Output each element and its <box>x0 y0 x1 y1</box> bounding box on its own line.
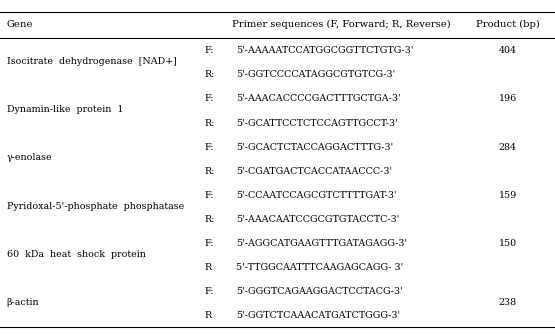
Text: 5'-CGATGACTCACCATAACCC-3': 5'-CGATGACTCACCATAACCC-3' <box>236 167 392 176</box>
Text: Product (bp): Product (bp) <box>476 20 540 29</box>
Text: 284: 284 <box>499 143 517 152</box>
Text: 5'-GCATTCCTCTCCAGTTGCCT-3': 5'-GCATTCCTCTCCAGTTGCCT-3' <box>236 119 397 128</box>
Text: 5'-TTGGCAATTTCAAGAGCAGG- 3': 5'-TTGGCAATTTCAAGAGCAGG- 3' <box>236 263 403 272</box>
Text: F:: F: <box>204 287 214 296</box>
Text: 5'-AGGCATGAAGTTTGATAGAGG-3': 5'-AGGCATGAAGTTTGATAGAGG-3' <box>236 239 407 248</box>
Text: R: R <box>204 263 211 272</box>
Text: β-actin: β-actin <box>7 298 39 307</box>
Text: R: R <box>204 311 211 320</box>
Text: 5'-GGTCCCCATAGGCGTGTCG-3': 5'-GGTCCCCATAGGCGTGTCG-3' <box>236 70 395 79</box>
Text: 238: 238 <box>499 298 517 307</box>
Text: F:: F: <box>204 239 214 248</box>
Text: 5'-GGGTCAGAAGGACTCCTACG-3': 5'-GGGTCAGAAGGACTCCTACG-3' <box>236 287 402 296</box>
Text: F:: F: <box>204 94 214 104</box>
Text: R:: R: <box>204 215 215 224</box>
Text: 5'-CCAATCCAGCGTCTTTTGAT-3': 5'-CCAATCCAGCGTCTTTTGAT-3' <box>236 191 396 200</box>
Text: 150: 150 <box>499 239 517 248</box>
Text: R:: R: <box>204 119 215 128</box>
Text: Isocitrate  dehydrogenase  [NAD+]: Isocitrate dehydrogenase [NAD+] <box>7 57 176 66</box>
Text: F:: F: <box>204 191 214 200</box>
Text: R:: R: <box>204 70 215 79</box>
Text: Primer sequences (F, Forward; R, Reverse): Primer sequences (F, Forward; R, Reverse… <box>232 20 451 29</box>
Text: Pyridoxal-5'-phosphate  phosphatase: Pyridoxal-5'-phosphate phosphatase <box>7 202 184 211</box>
Text: 5'-AAACACCCCGACTTTGCTGA-3': 5'-AAACACCCCGACTTTGCTGA-3' <box>236 94 401 104</box>
Text: F:: F: <box>204 143 214 152</box>
Text: F:: F: <box>204 46 214 55</box>
Text: 5'-GGTCTCAAACATGATCTGGG-3': 5'-GGTCTCAAACATGATCTGGG-3' <box>236 311 400 320</box>
Text: 196: 196 <box>499 94 517 104</box>
Text: Gene: Gene <box>7 20 33 29</box>
Text: γ-enolase: γ-enolase <box>7 153 52 162</box>
Text: 159: 159 <box>499 191 517 200</box>
Text: 5'-GCACTCTACCAGGACTTTG-3': 5'-GCACTCTACCAGGACTTTG-3' <box>236 143 393 152</box>
Text: R:: R: <box>204 167 215 176</box>
Text: 404: 404 <box>499 46 517 55</box>
Text: 5'-AAACAATCCGCGTGTACCTC-3': 5'-AAACAATCCGCGTGTACCTC-3' <box>236 215 399 224</box>
Text: 5'-AAAAATCCATGGCGGTTCTGTG-3': 5'-AAAAATCCATGGCGGTTCTGTG-3' <box>236 46 413 55</box>
Text: 60  kDa  heat  shock  protein: 60 kDa heat shock protein <box>7 250 145 259</box>
Text: Dynamin-like  protein  1: Dynamin-like protein 1 <box>7 105 123 114</box>
